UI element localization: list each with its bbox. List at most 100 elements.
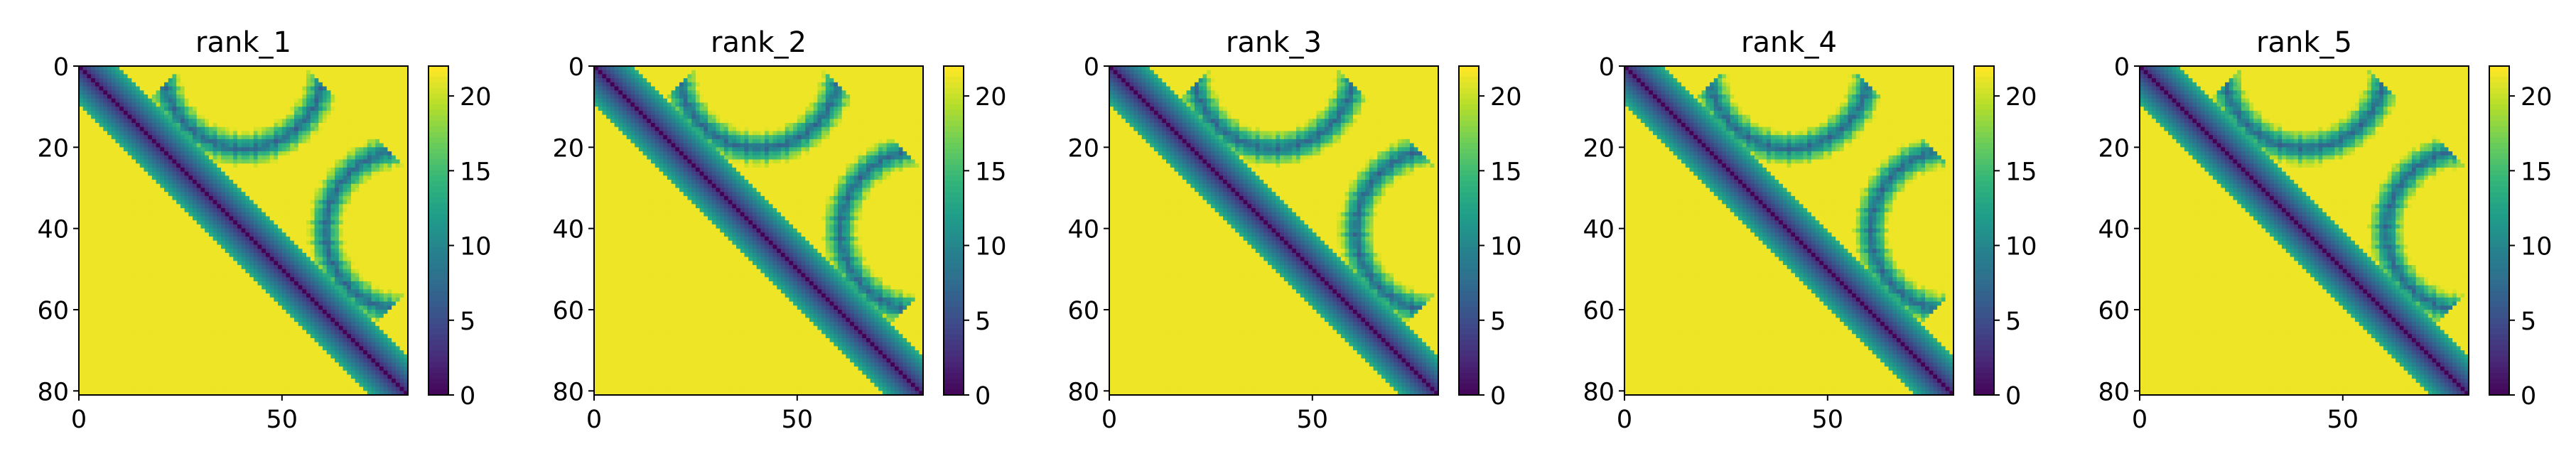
- heatmap-cell: [136, 131, 140, 135]
- heatmap-cell: [115, 90, 119, 94]
- heatmap-cell: [213, 265, 217, 269]
- heatmap-cell: [355, 172, 360, 176]
- heatmap-cell: [107, 82, 112, 87]
- heatmap-cell: [148, 74, 152, 78]
- heatmap-cell: [274, 289, 278, 293]
- heatmap-cell: [180, 90, 185, 94]
- heatmap-cell: [396, 87, 400, 91]
- heatmap-cell: [384, 168, 388, 172]
- heatmap-cell: [286, 281, 291, 286]
- heatmap-cell: [384, 115, 388, 119]
- heatmap-cell: [375, 159, 379, 163]
- heatmap-cell: [185, 70, 189, 75]
- heatmap-cell: [205, 151, 209, 156]
- heatmap-cell: [379, 237, 384, 241]
- heatmap-cell: [367, 273, 372, 278]
- heatmap-cell: [315, 269, 319, 273]
- heatmap-cell: [103, 314, 107, 318]
- heatmap-cell: [343, 123, 347, 127]
- heatmap-cell: [180, 286, 185, 290]
- heatmap-cell: [330, 265, 335, 269]
- heatmap-cell: [327, 212, 331, 217]
- heatmap-cell: [330, 139, 335, 143]
- heatmap-cell: [367, 305, 372, 310]
- heatmap-cell: [237, 204, 242, 208]
- heatmap-cell: [185, 180, 189, 184]
- heatmap-cell: [372, 261, 376, 265]
- heatmap-cell: [217, 74, 221, 78]
- heatmap-cell: [131, 127, 136, 131]
- heatmap-cell: [335, 147, 339, 151]
- heatmap-cell: [136, 90, 140, 94]
- heatmap-cell: [144, 151, 148, 156]
- heatmap-cell: [217, 90, 221, 94]
- heatmap-cell: [205, 147, 209, 151]
- heatmap-cell: [372, 269, 376, 273]
- heatmap-cell: [180, 293, 185, 298]
- heatmap-cell: [278, 273, 282, 278]
- heatmap-cell: [290, 102, 294, 107]
- heatmap-cell: [294, 261, 298, 265]
- heatmap-cell: [188, 119, 193, 123]
- heatmap-cell: [233, 208, 237, 212]
- heatmap-cell: [168, 99, 173, 103]
- heatmap-cell: [156, 273, 161, 278]
- heatmap-cell: [343, 99, 347, 103]
- heatmap-cell: [359, 168, 363, 172]
- heatmap-cell: [237, 184, 242, 188]
- heatmap-cell: [148, 273, 152, 278]
- heatmap-cell: [355, 229, 360, 233]
- heatmap-cell: [200, 168, 205, 172]
- heatmap-cell: [254, 277, 258, 281]
- heatmap-cell: [387, 208, 392, 212]
- heatmap-cell: [270, 265, 274, 269]
- heatmap-cell: [172, 74, 176, 78]
- heatmap-cell: [318, 107, 323, 111]
- heatmap-cell: [387, 74, 392, 78]
- heatmap-cell: [87, 232, 91, 237]
- heatmap-cell: [343, 302, 347, 306]
- heatmap-cell: [124, 273, 128, 278]
- heatmap-cell: [282, 143, 286, 148]
- heatmap-cell: [144, 241, 148, 245]
- heatmap-cell: [124, 172, 128, 176]
- heatmap-cell: [347, 208, 351, 212]
- heatmap-cell: [136, 102, 140, 107]
- heatmap-cell: [107, 188, 112, 192]
- heatmap-cell: [91, 310, 95, 314]
- heatmap-cell: [176, 111, 180, 115]
- heatmap-cell: [274, 257, 278, 261]
- heatmap-cell: [262, 232, 266, 237]
- heatmap-cell: [185, 314, 189, 318]
- heatmap-cell: [254, 245, 258, 249]
- heatmap-cell: [327, 123, 331, 127]
- heatmap-cell: [168, 147, 173, 151]
- heatmap-cell: [347, 249, 351, 253]
- heatmap-cell: [209, 298, 213, 302]
- heatmap-cell: [254, 74, 258, 78]
- heatmap-cell: [363, 212, 367, 217]
- heatmap-cell: [282, 147, 286, 151]
- heatmap-cell: [286, 237, 291, 241]
- heatmap-cell: [144, 102, 148, 107]
- heatmap-cell: [270, 241, 274, 245]
- heatmap-cell: [254, 269, 258, 273]
- heatmap-cell: [188, 220, 193, 224]
- heatmap-cell: [148, 90, 152, 94]
- heatmap-cell: [359, 204, 363, 208]
- heatmap-cell: [148, 253, 152, 257]
- heatmap-cell: [286, 99, 291, 103]
- heatmap-cell: [278, 289, 282, 293]
- heatmap-cell: [343, 289, 347, 293]
- heatmap-cell: [156, 139, 161, 143]
- heatmap-cell: [131, 314, 136, 318]
- heatmap-cell: [286, 135, 291, 139]
- heatmap-cell: [372, 119, 376, 123]
- heatmap-cell: [400, 74, 404, 78]
- heatmap-cell: [168, 253, 173, 257]
- heatmap-cell: [119, 261, 124, 265]
- heatmap-cell: [176, 305, 180, 310]
- heatmap-cell: [363, 180, 367, 184]
- heatmap-cell: [217, 289, 221, 293]
- heatmap-cell: [168, 216, 173, 220]
